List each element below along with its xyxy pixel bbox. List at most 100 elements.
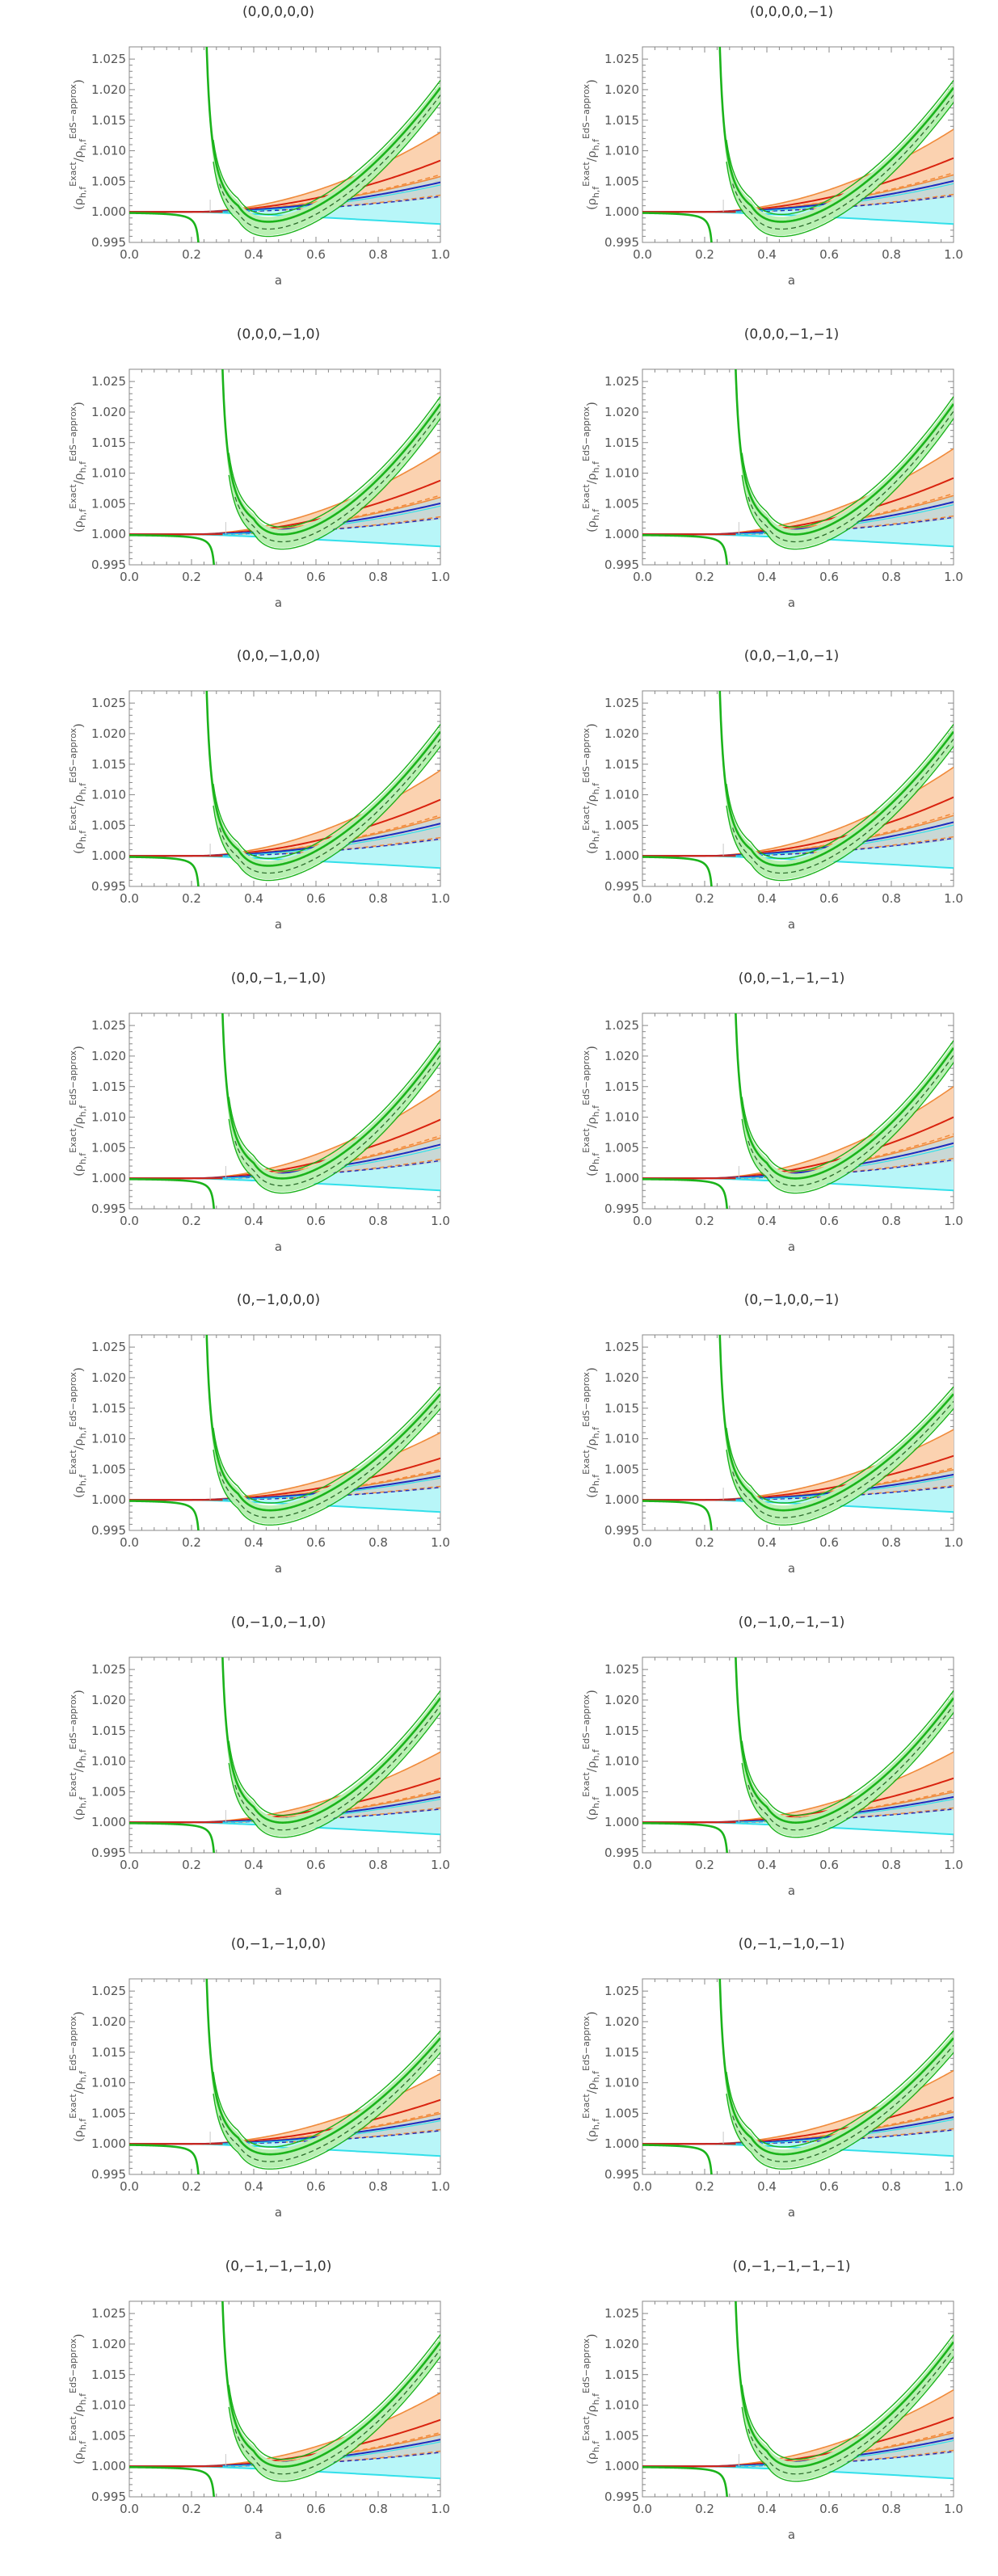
green-left-branch [129, 212, 200, 242]
y-tick-label: 1.015 [604, 2367, 639, 2381]
orange-band [129, 770, 440, 857]
green-dashed-line [732, 95, 954, 230]
chart-panel: (0,−1,−1,−1,0) 0.0 0.2 0.4 0.6 0.8 1.0 0.995 1.0… [0, 2254, 485, 2576]
y-axis-label: (ρh,fExact/ρh,fEdS−approx) [581, 1367, 601, 1498]
x-tick-label: 0.6 [819, 570, 839, 584]
green-dashed-line [732, 2044, 954, 2162]
y-tick-label: 1.020 [604, 1692, 639, 1707]
y-tick-label: 1.020 [604, 2336, 639, 2351]
green-upper-line [726, 724, 954, 860]
y-tick-label: 1.000 [604, 2459, 639, 2473]
green-lower-line [213, 102, 440, 238]
y-axis-label: (ρh,fExact/ρh,fEdS−approx) [68, 723, 88, 854]
y-tick-label: 1.015 [91, 757, 126, 772]
cyan-band [129, 1147, 440, 1190]
green-line [735, 368, 954, 536]
green-dashed-line [747, 410, 954, 542]
chart-title: (0,−1,0,0,0) [237, 1292, 320, 1308]
y-tick-label: 1.005 [604, 818, 639, 832]
orange-band [642, 1751, 954, 1822]
chart-title: (0,−1,0,−1,0) [231, 1614, 326, 1631]
y-tick-label: 1.020 [91, 82, 126, 97]
y-tick-label: 1.010 [604, 2076, 639, 2090]
x-tick-label: 0.0 [120, 247, 139, 262]
y-axis-label: (ρh,fExact/ρh,fEdS−approx) [68, 1046, 88, 1176]
green-lower-line [213, 1408, 440, 1526]
grey-band [129, 817, 440, 857]
y-tick-label: 1.010 [91, 2397, 126, 2412]
y-tick-label: 1.020 [604, 82, 639, 97]
x-tick-label: 1.0 [431, 1214, 450, 1228]
chart-title: (0,0,0,−1,−1) [744, 326, 839, 343]
cyan-band [129, 1799, 440, 1834]
chart-panel: (0,0,−1,−1,−1) 0.0 0.2 0.4 0.6 0.8 1.0 0.995 1.0… [513, 966, 998, 1288]
y-tick-label: 1.005 [604, 174, 639, 188]
green-left-branch [642, 212, 713, 242]
green-upper-line [213, 80, 440, 216]
y-tick-label: 1.025 [604, 696, 639, 710]
x-tick-label: 0.8 [882, 2502, 901, 2516]
x-tick-label: 0.2 [695, 2179, 714, 2194]
chart-title: (0,−1,−1,0,0) [231, 1936, 326, 1952]
x-tick-label: 0.4 [757, 1535, 777, 1550]
x-tick-label: 0.4 [757, 1214, 777, 1228]
chart-svg: (0,−1,0,−1,−1) 0.0 0.2 0.4 0.6 0.8 1.0 0.995 1.0… [581, 1614, 963, 1898]
chart-panel: (0,−1,0,0,0) 0.0 0.2 0.4 0.6 0.8 1.0 0.995 1.000… [0, 1288, 485, 1610]
y-tick-label: 0.995 [604, 2490, 639, 2504]
green-left-branch [129, 1177, 216, 1209]
green-band [222, 2300, 440, 2480]
x-tick-label: 0.6 [819, 891, 839, 906]
green-upper-line [726, 2030, 954, 2148]
x-axis-label: a [788, 273, 795, 288]
chart-svg: (0,0,0,−1,0) 0.0 0.2 0.4 0.6 0.8 1.0 0.995 1.000… [68, 326, 450, 610]
chart-panel: (0,−1,−1,0,0) 0.0 0.2 0.4 0.6 0.8 1.0 0.995 1.00… [0, 1932, 485, 2254]
green-left-branch [642, 1500, 713, 1530]
grey-band [642, 1791, 954, 1822]
x-axis-label: a [275, 2205, 282, 2220]
y-tick-label: 1.020 [604, 2014, 639, 2029]
grey-band [642, 2111, 954, 2145]
plot-area [129, 1979, 440, 2174]
grey-band [642, 2432, 954, 2466]
x-tick-label: 0.0 [633, 247, 652, 262]
y-tick-label: 1.010 [604, 144, 639, 158]
x-axis-label: a [275, 273, 282, 288]
green-upper-line [213, 724, 440, 860]
y-tick-label: 1.015 [604, 1723, 639, 1737]
y-tick-label: 1.010 [91, 144, 126, 158]
cyan-band [642, 504, 954, 546]
green-left-branch [129, 2465, 216, 2497]
x-tick-label: 0.6 [306, 570, 326, 584]
chart-title: (0,−1,0,−1,−1) [739, 1614, 845, 1631]
green-dashed-line [234, 1704, 440, 1830]
chart-title: (0,−1,−1,0,−1) [739, 1936, 845, 1952]
y-tick-label: 0.995 [91, 235, 126, 250]
y-tick-label: 1.000 [604, 1171, 639, 1185]
green-lower-line [741, 1711, 954, 1838]
x-tick-label: 0.2 [182, 570, 201, 584]
orange-band [129, 1751, 440, 1822]
green-upper-line [741, 1039, 954, 1172]
x-tick-label: 0.6 [306, 2502, 326, 2516]
green-line [221, 1012, 440, 1180]
x-tick-label: 0.8 [882, 1535, 901, 1550]
plot-area [642, 1335, 954, 1530]
plot-area [642, 1656, 954, 1853]
cyan-band [642, 2439, 954, 2478]
y-axis-label: (ρh,fExact/ρh,fEdS−approx) [68, 79, 88, 210]
plot-area [129, 47, 440, 242]
chart-svg: (0,−1,−1,0,0) 0.0 0.2 0.4 0.6 0.8 1.0 0.995 1.00… [68, 1936, 450, 2220]
green-dashed-line [747, 1704, 954, 1830]
x-tick-label: 0.6 [819, 1858, 839, 1872]
green-left-branch [642, 1177, 729, 1209]
x-tick-label: 0.6 [819, 247, 839, 262]
y-tick-label: 1.015 [604, 757, 639, 772]
x-tick-label: 0.4 [757, 570, 777, 584]
cyan-band [129, 826, 440, 869]
green-lower-line [228, 1711, 440, 1838]
chart-panel: (0,−1,−1,0,−1) 0.0 0.2 0.4 0.6 0.8 1.0 0.995 1.0… [513, 1932, 998, 2254]
x-axis-label: a [275, 1884, 282, 1898]
green-dashed-line [219, 1400, 440, 1518]
y-axis-label: (ρh,fExact/ρh,fEdS−approx) [581, 2011, 601, 2142]
chart-panel: (0,−1,0,−1,0) 0.0 0.2 0.4 0.6 0.8 1.0 0.995 1.00… [0, 1610, 485, 1932]
